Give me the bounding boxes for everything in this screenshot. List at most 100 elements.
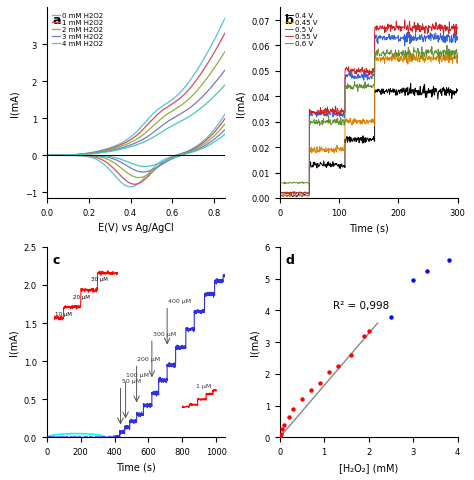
Point	[316, 380, 324, 387]
Line: 0.6 V: 0.6 V	[280, 46, 458, 184]
3 mM H2O2	[114, 158, 120, 164]
0.45 V	[288, 194, 293, 200]
0.4 V	[455, 88, 461, 94]
2 mM H2O2	[102, 156, 108, 162]
X-axis label: E(V) vs Ag/AgCl: E(V) vs Ag/AgCl	[98, 223, 173, 233]
Point	[285, 413, 292, 420]
Line: 0.45 V: 0.45 V	[280, 53, 458, 197]
0.55 V	[287, 192, 292, 197]
0.55 V	[455, 25, 461, 31]
Point	[387, 313, 395, 321]
Point	[276, 432, 284, 439]
2 mM H2O2	[65, 153, 71, 159]
0.5 V	[388, 34, 394, 39]
0.6 V	[388, 49, 394, 55]
Text: R² = 0,998: R² = 0,998	[333, 300, 389, 310]
3 mM H2O2	[44, 153, 50, 159]
Line: 3 mM H2O2: 3 mM H2O2	[47, 131, 225, 173]
X-axis label: Time (s): Time (s)	[349, 223, 389, 233]
0.4 V	[291, 192, 297, 198]
0 mM H2O2	[114, 176, 120, 182]
0.55 V	[402, 18, 408, 24]
Point	[360, 332, 368, 340]
0.5 V	[406, 30, 412, 36]
0.45 V	[291, 193, 297, 199]
3 mM H2O2	[174, 155, 180, 160]
0.4 V	[388, 90, 394, 96]
2 mM H2O2	[173, 155, 179, 160]
0.55 V	[452, 25, 457, 31]
Y-axis label: I(mA): I(mA)	[236, 90, 246, 117]
2 mM H2O2	[222, 122, 228, 128]
1 mM H2O2	[44, 153, 50, 159]
Legend: 0.4 V, 0.45 V, 0.5 V, 0.55 V, 0.6 V: 0.4 V, 0.45 V, 0.5 V, 0.55 V, 0.6 V	[283, 12, 319, 48]
4 mM H2O2	[156, 161, 162, 167]
4 mM H2O2	[222, 132, 228, 138]
0.5 V	[322, 113, 328, 119]
1 mM H2O2	[156, 163, 162, 169]
0.4 V	[408, 82, 413, 87]
Text: 50 μM: 50 μM	[122, 378, 141, 384]
Point	[325, 369, 332, 376]
0.6 V	[444, 43, 450, 49]
0.4 V	[322, 164, 328, 170]
Point	[298, 396, 306, 403]
Text: 1 μM: 1 μM	[196, 383, 211, 388]
0.45 V	[346, 119, 352, 124]
Point	[307, 386, 315, 394]
0 mM H2O2	[156, 160, 162, 166]
Point	[410, 277, 417, 285]
3 mM H2O2	[222, 128, 228, 133]
0.45 V	[452, 54, 457, 60]
4 mM H2O2	[173, 155, 179, 160]
Line: 4 mM H2O2: 4 mM H2O2	[47, 135, 225, 167]
4 mM H2O2	[114, 156, 120, 162]
Legend: 0 mM H2O2, 1 mM H2O2, 2 mM H2O2, 3 mM H2O2, 4 mM H2O2: 0 mM H2O2, 1 mM H2O2, 2 mM H2O2, 3 mM H2…	[50, 12, 105, 48]
0 mM H2O2	[102, 163, 108, 168]
0.6 V	[277, 181, 283, 187]
1 mM H2O2	[222, 117, 228, 122]
Line: 2 mM H2O2: 2 mM H2O2	[47, 125, 225, 178]
3 mM H2O2	[156, 164, 162, 169]
Point	[445, 256, 453, 264]
Point	[276, 433, 283, 441]
0.5 V	[455, 37, 461, 43]
Text: 400 μM: 400 μM	[168, 299, 191, 303]
3 mM H2O2	[140, 170, 146, 176]
4 mM H2O2	[44, 153, 50, 159]
4 mM H2O2	[102, 154, 108, 159]
0.4 V	[346, 137, 352, 143]
1 mM H2O2	[174, 154, 180, 159]
2 mM H2O2	[44, 153, 50, 159]
2 mM H2O2	[156, 164, 162, 169]
Point	[278, 426, 286, 433]
Line: 1 mM H2O2: 1 mM H2O2	[47, 120, 225, 185]
0 mM H2O2	[174, 153, 180, 158]
0.4 V	[277, 192, 283, 198]
Line: 0.5 V: 0.5 V	[280, 33, 458, 194]
X-axis label: [H₂O₂] (mM): [H₂O₂] (mM)	[339, 462, 398, 472]
0.6 V	[455, 52, 461, 58]
Y-axis label: I(mA): I(mA)	[9, 90, 19, 117]
0.55 V	[322, 107, 328, 112]
1 mM H2O2	[114, 170, 120, 176]
Point	[289, 406, 297, 413]
Line: 0 mM H2O2: 0 mM H2O2	[47, 115, 225, 187]
0.45 V	[322, 150, 328, 156]
Text: a: a	[52, 14, 61, 27]
4 mM H2O2	[143, 164, 148, 170]
0.5 V	[452, 33, 457, 38]
0.6 V	[282, 181, 287, 187]
4 mM H2O2	[65, 153, 71, 159]
0.55 V	[346, 70, 352, 76]
0 mM H2O2	[128, 184, 134, 190]
0.55 V	[291, 191, 297, 197]
0.4 V	[382, 90, 388, 96]
0 mM H2O2	[65, 153, 71, 159]
Text: b: b	[285, 14, 294, 27]
1 mM H2O2	[173, 154, 179, 159]
Point	[334, 362, 341, 370]
0.5 V	[346, 71, 352, 77]
0 mM H2O2	[44, 153, 50, 159]
Text: 200 μM: 200 μM	[137, 357, 161, 361]
